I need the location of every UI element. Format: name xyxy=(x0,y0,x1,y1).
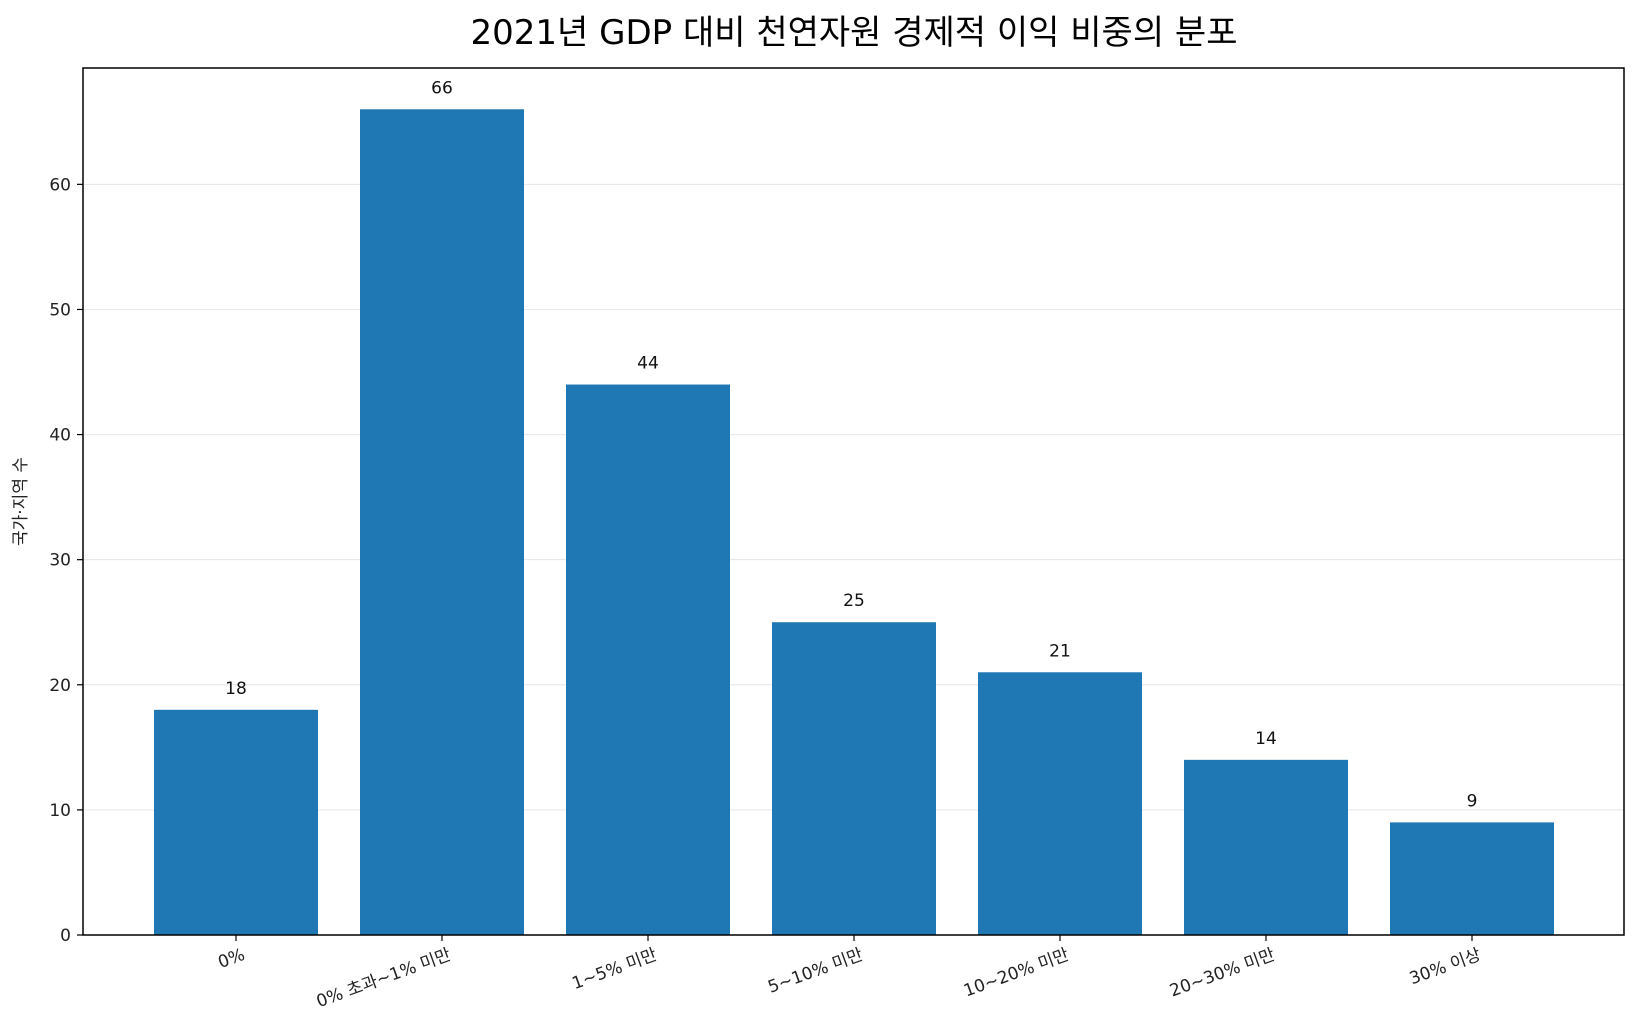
x-axis: 0% 0% 초과~1% 미만 1~5% 미만 5~10% 미만 10~20% 미만 20~… xyxy=(216,935,1484,1012)
bar xyxy=(1390,822,1554,935)
data-label: 14 xyxy=(1255,729,1277,749)
y-tick-label: 0 xyxy=(60,926,71,946)
bar xyxy=(1184,759,1348,935)
bar xyxy=(566,384,730,935)
y-tick-label: 10 xyxy=(49,801,71,821)
y-tick-label: 20 xyxy=(49,676,71,696)
chart-title: 2021년 GDP 대비 천연자원 경제적 이익 비중의 분포 xyxy=(471,13,1238,53)
grid-lines xyxy=(83,183,1624,811)
y-tick-label: 60 xyxy=(49,175,71,195)
y-tick-label: 40 xyxy=(49,426,71,446)
x-tick-label: 10~20% 미만 xyxy=(961,945,1072,1002)
data-label: 44 xyxy=(637,354,659,374)
x-tick-label: 5~10% 미만 xyxy=(765,945,866,998)
data-labels: 18 66 44 25 21 14 9 xyxy=(225,78,1477,811)
bar xyxy=(154,709,318,935)
bar xyxy=(772,622,936,935)
x-tick-label: 1~5% 미만 xyxy=(570,945,661,994)
data-label: 21 xyxy=(1049,641,1071,661)
x-tick-label: 20~30% 미만 xyxy=(1167,945,1278,1002)
x-tick-label: 0% xyxy=(216,945,248,973)
bar xyxy=(978,672,1142,935)
data-label: 66 xyxy=(431,78,453,98)
y-tick-label: 50 xyxy=(49,300,71,320)
y-tick-label: 30 xyxy=(49,551,71,571)
data-label: 9 xyxy=(1467,791,1478,811)
y-axis: 0 10 20 30 40 50 60 xyxy=(49,175,83,946)
data-label: 18 xyxy=(225,679,247,699)
x-tick-label: 0% 초과~1% 미만 xyxy=(314,945,454,1012)
y-axis-label: 국가·지역 수 xyxy=(11,457,31,546)
bars xyxy=(154,109,1554,936)
x-tick-label: 30% 이상 xyxy=(1407,945,1484,989)
bar xyxy=(360,109,524,936)
data-label: 25 xyxy=(843,591,865,611)
